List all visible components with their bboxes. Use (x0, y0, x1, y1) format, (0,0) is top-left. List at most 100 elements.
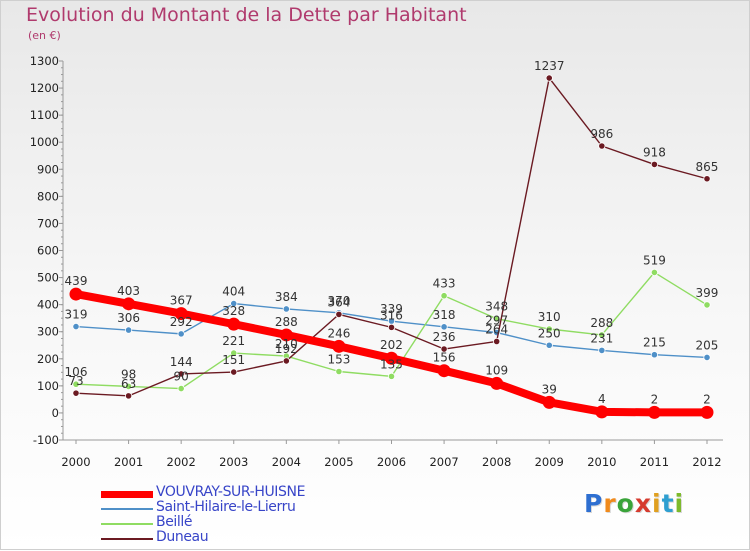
data-point (72, 380, 80, 388)
data-label: 109 (485, 363, 508, 377)
data-label: 865 (696, 160, 719, 174)
x-tick-label: 2002 (167, 455, 196, 469)
y-tick-label: 600 (37, 244, 59, 258)
data-point (595, 405, 609, 419)
data-point (493, 337, 501, 346)
data-label: 106 (65, 365, 88, 379)
data-point (545, 325, 553, 333)
data-label: 918 (643, 145, 666, 159)
data-label: 367 (170, 294, 193, 308)
data-label: 205 (696, 338, 719, 352)
data-point (542, 395, 556, 409)
data-point (124, 326, 133, 334)
data-point (69, 287, 83, 301)
data-point (72, 389, 80, 397)
y-tick-label: 1100 (30, 108, 59, 122)
data-label: 151 (222, 353, 245, 367)
data-point (124, 382, 133, 390)
data-point (440, 323, 448, 331)
data-label: 288 (590, 316, 613, 330)
data-point (650, 268, 659, 277)
data-point (650, 160, 659, 169)
data-label: 250 (538, 326, 561, 340)
data-point (230, 368, 238, 376)
x-tick-label: 2004 (272, 455, 301, 469)
data-point (598, 331, 606, 339)
data-point (647, 405, 661, 419)
y-tick-label: 1000 (30, 135, 59, 149)
data-point (387, 323, 396, 331)
data-point (122, 297, 136, 311)
y-tick-label: 0 (52, 406, 59, 420)
x-tick-label: 2011 (640, 455, 669, 469)
data-point (650, 351, 659, 359)
legend-label: Duneau (156, 529, 209, 545)
data-label: 519 (643, 253, 666, 267)
data-label: 2 (703, 392, 711, 406)
data-point (72, 322, 80, 331)
data-label: 39 (542, 382, 557, 396)
data-point (332, 339, 346, 353)
data-label: 221 (222, 334, 245, 348)
legend-swatch (101, 523, 153, 525)
data-label: 98 (121, 367, 136, 381)
x-tick-label: 2006 (377, 455, 406, 469)
x-tick-label: 2012 (692, 455, 721, 469)
data-label: 297 (485, 314, 508, 328)
data-point (703, 175, 711, 183)
x-tick-label: 2009 (535, 455, 564, 469)
data-point (177, 330, 185, 338)
data-label: 404 (222, 285, 245, 299)
data-point (700, 405, 714, 419)
data-label: 292 (170, 315, 193, 329)
data-point (282, 305, 290, 313)
data-label: 306 (117, 311, 140, 325)
data-point (490, 376, 504, 390)
data-label: 318 (433, 308, 456, 322)
data-point (174, 307, 188, 321)
data-label: 316 (380, 308, 403, 322)
legend-label: Beillé (156, 514, 193, 530)
y-tick-label: -100 (33, 433, 59, 447)
data-point (598, 142, 606, 150)
data-point (177, 384, 185, 393)
x-tick-label: 2000 (61, 455, 90, 469)
data-point (493, 315, 501, 323)
data-label: 156 (433, 351, 456, 365)
data-label: 202 (380, 338, 403, 352)
y-tick-label: 1300 (30, 54, 59, 68)
data-label: 63 (121, 377, 136, 391)
legend-swatch (101, 508, 153, 510)
data-label: 986 (590, 127, 613, 141)
data-point (230, 299, 238, 308)
y-tick-label: 700 (37, 216, 59, 230)
x-tick-label: 2003 (219, 455, 248, 469)
data-label: 348 (485, 300, 508, 314)
data-label: 73 (68, 374, 83, 388)
data-point (545, 341, 553, 349)
x-tick-label: 2005 (324, 455, 353, 469)
data-point (440, 292, 448, 300)
proxiti-logo: Proxiti (584, 489, 685, 518)
x-tick-label: 2008 (482, 455, 511, 469)
y-tick-label: 200 (37, 352, 59, 366)
data-point (335, 367, 343, 376)
data-label: 403 (117, 284, 140, 298)
data-point (124, 392, 133, 400)
data-label: 319 (65, 308, 88, 322)
data-label: 215 (643, 336, 666, 350)
data-label: 370 (327, 294, 350, 308)
data-label: 433 (433, 277, 456, 291)
data-label: 439 (65, 274, 88, 288)
chart-title: Evolution du Montant de la Dette par Hab… (26, 4, 467, 26)
data-label: 236 (433, 330, 456, 344)
data-label: 246 (327, 326, 350, 340)
data-point (227, 317, 241, 331)
data-point (282, 357, 290, 365)
chart-unit: (en €) (28, 29, 61, 42)
data-point (387, 372, 396, 380)
data-label: 192 (275, 342, 298, 356)
data-point (279, 328, 293, 342)
